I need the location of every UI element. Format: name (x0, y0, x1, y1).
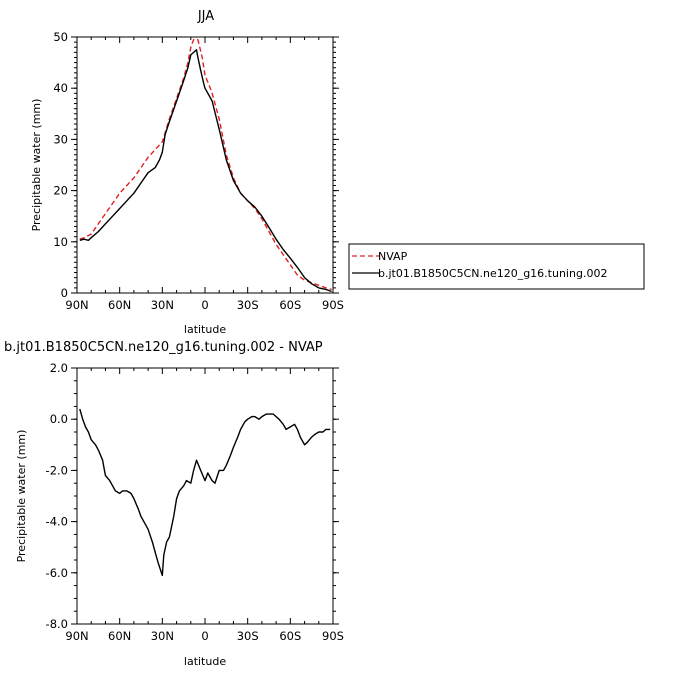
legend: NVAP b.jt01.B1850C5CN.ne120_g16.tuning.0… (348, 243, 645, 290)
bottom-y-tick-label: 0.0 (50, 412, 68, 426)
top-series-line-0 (79, 38, 332, 291)
bottom-x-tick-label: 60S (279, 629, 301, 643)
legend-label-nvap: NVAP (378, 250, 408, 263)
top-axis-ticks: 90N 60N 30N 0 30S 60S 90S 0 10 20 30 40 50 (53, 30, 344, 312)
bottom-y-tick-label: 2.0 (50, 361, 68, 375)
bottom-chart-title: b.jt01.B1850C5CN.ne120_g16.tuning.002 - … (4, 340, 323, 355)
top-y-tick-label: 10 (53, 235, 68, 249)
top-x-tick-label: 90S (322, 298, 344, 312)
bottom-y-tick-label: -4.0 (46, 515, 68, 529)
top-series-line-1 (79, 49, 332, 293)
top-x-tick-label: 30S (237, 298, 259, 312)
top-y-tick-label: 50 (53, 30, 68, 44)
panel-top: JJA 90N 60N 30N 0 30S 60S 90S 0 10 20 30 40 50 latit… (30, 9, 344, 336)
top-y-tick-label: 30 (53, 132, 68, 146)
top-x-tick-label: 60N (108, 298, 131, 312)
top-y-tick-label: 40 (53, 81, 68, 95)
bottom-x-tick-label: 0 (201, 629, 208, 643)
top-series-lines (79, 38, 332, 293)
top-plot-frame (76, 36, 334, 294)
top-x-tick-label: 30N (151, 298, 174, 312)
top-y-tick-label: 0 (61, 286, 68, 300)
panel-bottom: b.jt01.B1850C5CN.ne120_g16.tuning.002 - … (4, 340, 344, 668)
legend-label-model: b.jt01.B1850C5CN.ne120_g16.tuning.002 (378, 267, 607, 280)
bottom-y-tick-label: -8.0 (46, 617, 68, 631)
bottom-x-tick-label: 30S (237, 629, 259, 643)
top-y-tick-label: 20 (53, 184, 68, 198)
bottom-x-tick-label: 90S (322, 629, 344, 643)
bottom-plot-frame (76, 367, 334, 625)
top-x-tick-label: 0 (201, 298, 208, 312)
top-x-axis-label: latitude (184, 323, 226, 336)
bottom-y-tick-label: -6.0 (46, 566, 68, 580)
bottom-y-axis-label: Precipitable water (mm) (15, 430, 28, 563)
bottom-x-tick-label: 60N (108, 629, 131, 643)
bottom-axis-ticks: 90N 60N 30N 0 30S 60S 90S -8.0 -6.0 -4.0 -2.0 0.0 2.… (46, 361, 344, 643)
bottom-x-tick-label: 30N (151, 629, 174, 643)
bottom-x-tick-label: 90N (65, 629, 88, 643)
legend-box (348, 243, 645, 290)
top-x-tick-label: 90N (65, 298, 88, 312)
top-chart-title: JJA (197, 9, 214, 24)
bottom-y-tick-label: -2.0 (46, 463, 68, 477)
bottom-series-line-0 (79, 408, 331, 577)
top-y-axis-label: Precipitable water (mm) (30, 99, 43, 232)
top-x-tick-label: 60S (279, 298, 301, 312)
bottom-x-axis-label: latitude (184, 655, 226, 668)
bottom-series-lines (79, 408, 331, 577)
